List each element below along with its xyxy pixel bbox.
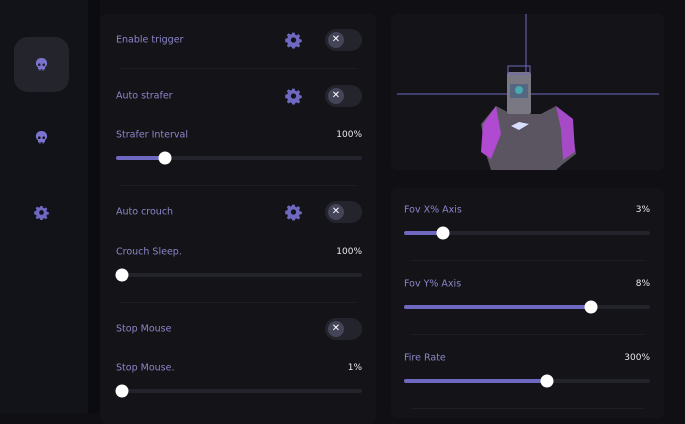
slider-handle[interactable] — [158, 151, 172, 165]
divider — [411, 334, 644, 335]
stop-mouse-slider-value: 1% — [347, 363, 362, 373]
fov-y-slider[interactable] — [404, 300, 650, 314]
gear-icon[interactable] — [285, 88, 302, 105]
robot-figure — [481, 65, 576, 170]
stop-mouse-label: Stop Mouse — [116, 323, 172, 335]
gear-icon[interactable] — [285, 204, 302, 221]
preview-image — [397, 14, 659, 170]
crouch-sleep-slider[interactable] — [115, 268, 362, 282]
fov-x-label: Fov X% Axis — [404, 204, 462, 216]
gear-icon — [34, 205, 49, 220]
fov-x-value: 3% — [635, 205, 650, 215]
crouch-sleep-label: Crouch Sleep. — [116, 246, 182, 258]
close-icon: ✕ — [328, 32, 344, 48]
crouch-sleep-value: 100% — [336, 247, 362, 257]
slider-handle[interactable] — [540, 374, 554, 388]
close-icon: ✕ — [328, 204, 344, 220]
strafer-interval-label: Strafer Interval — [116, 129, 188, 141]
slider-handle[interactable] — [436, 226, 450, 240]
auto-crouch-toggle[interactable]: ✕ — [325, 201, 362, 223]
fire-rate-label: Fire Rate — [404, 352, 446, 364]
auto-strafer-label: Auto strafer — [116, 90, 173, 102]
strafer-interval-value: 100% — [336, 130, 362, 140]
strafer-interval-slider[interactable] — [116, 151, 362, 165]
esp-preview-panel — [391, 14, 664, 170]
fire-rate-value: 300% — [624, 353, 650, 363]
stop-mouse-toggle[interactable]: ✕ — [325, 318, 362, 340]
sidebar-item-settings[interactable] — [14, 185, 69, 240]
slider-handle[interactable] — [584, 300, 598, 314]
divider — [120, 302, 356, 303]
fov-y-label: Fov Y% Axis — [404, 278, 462, 290]
slider-handle[interactable] — [115, 384, 129, 398]
sidebar-item-skull-active[interactable] — [14, 37, 69, 92]
divider — [411, 408, 644, 409]
skull-icon — [34, 57, 49, 72]
gear-icon[interactable] — [285, 32, 302, 49]
close-icon: ✕ — [328, 321, 344, 337]
auto-strafer-toggle[interactable]: ✕ — [325, 85, 362, 107]
divider — [120, 68, 356, 69]
sidebar — [0, 0, 88, 413]
sidebar-divider — [88, 0, 100, 413]
stop-mouse-slider[interactable] — [115, 384, 362, 398]
divider — [120, 185, 356, 186]
fov-y-value: 8% — [635, 279, 650, 289]
skull-icon — [34, 130, 49, 145]
left-settings-panel: Enable trigger ✕ Auto strafer ✕ Strafer … — [100, 14, 376, 424]
enable-trigger-label: Enable trigger — [116, 34, 184, 46]
sidebar-item-skull[interactable] — [14, 110, 69, 165]
fire-rate-slider[interactable] — [404, 374, 650, 388]
enable-trigger-toggle[interactable]: ✕ — [325, 29, 362, 51]
fov-x-slider[interactable] — [404, 226, 650, 240]
aim-settings-panel: Fov X% Axis 3% Fov Y% Axis 8% Fire Rate … — [391, 188, 664, 418]
divider — [411, 260, 644, 261]
slider-handle[interactable] — [115, 268, 129, 282]
close-icon: ✕ — [328, 88, 344, 104]
auto-crouch-label: Auto crouch — [116, 206, 174, 218]
stop-mouse-slider-label: Stop Mouse. — [116, 362, 175, 374]
